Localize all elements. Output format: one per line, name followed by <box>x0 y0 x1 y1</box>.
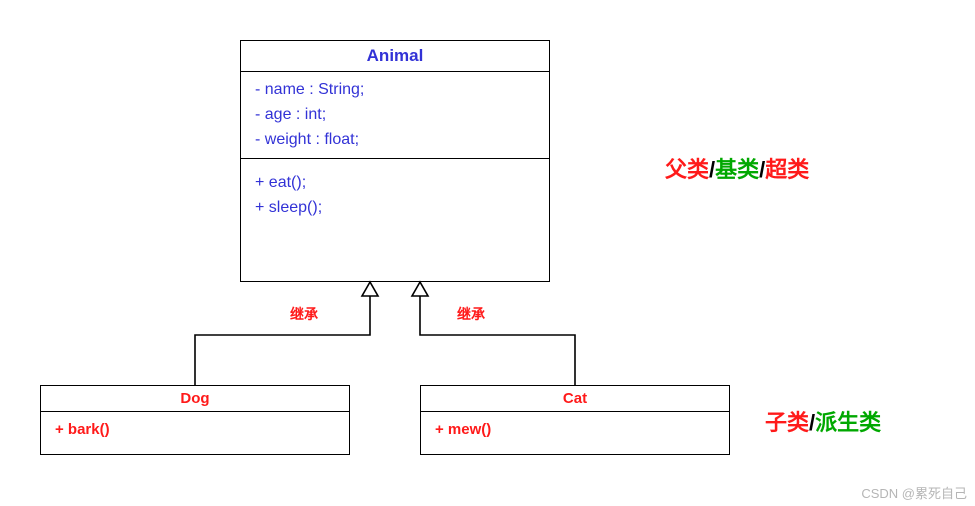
inherit-label-text: 继承 <box>457 306 485 322</box>
parent-class-terms: 父类/基类/超类 <box>665 152 809 184</box>
child-class-terms: 子类/派生类 <box>765 405 881 437</box>
term-part: 超类 <box>765 157 809 182</box>
inherit-label-text: 继承 <box>290 306 318 322</box>
term-part: 子类 <box>765 410 809 435</box>
term-part: 基类 <box>715 157 759 182</box>
term-part: 父类 <box>665 157 709 182</box>
term-part: 派生类 <box>815 410 881 435</box>
inherit-label: 继承 <box>457 304 485 324</box>
inherit-label: 继承 <box>290 304 318 324</box>
watermark-text: CSDN @累死自己 <box>861 483 967 502</box>
